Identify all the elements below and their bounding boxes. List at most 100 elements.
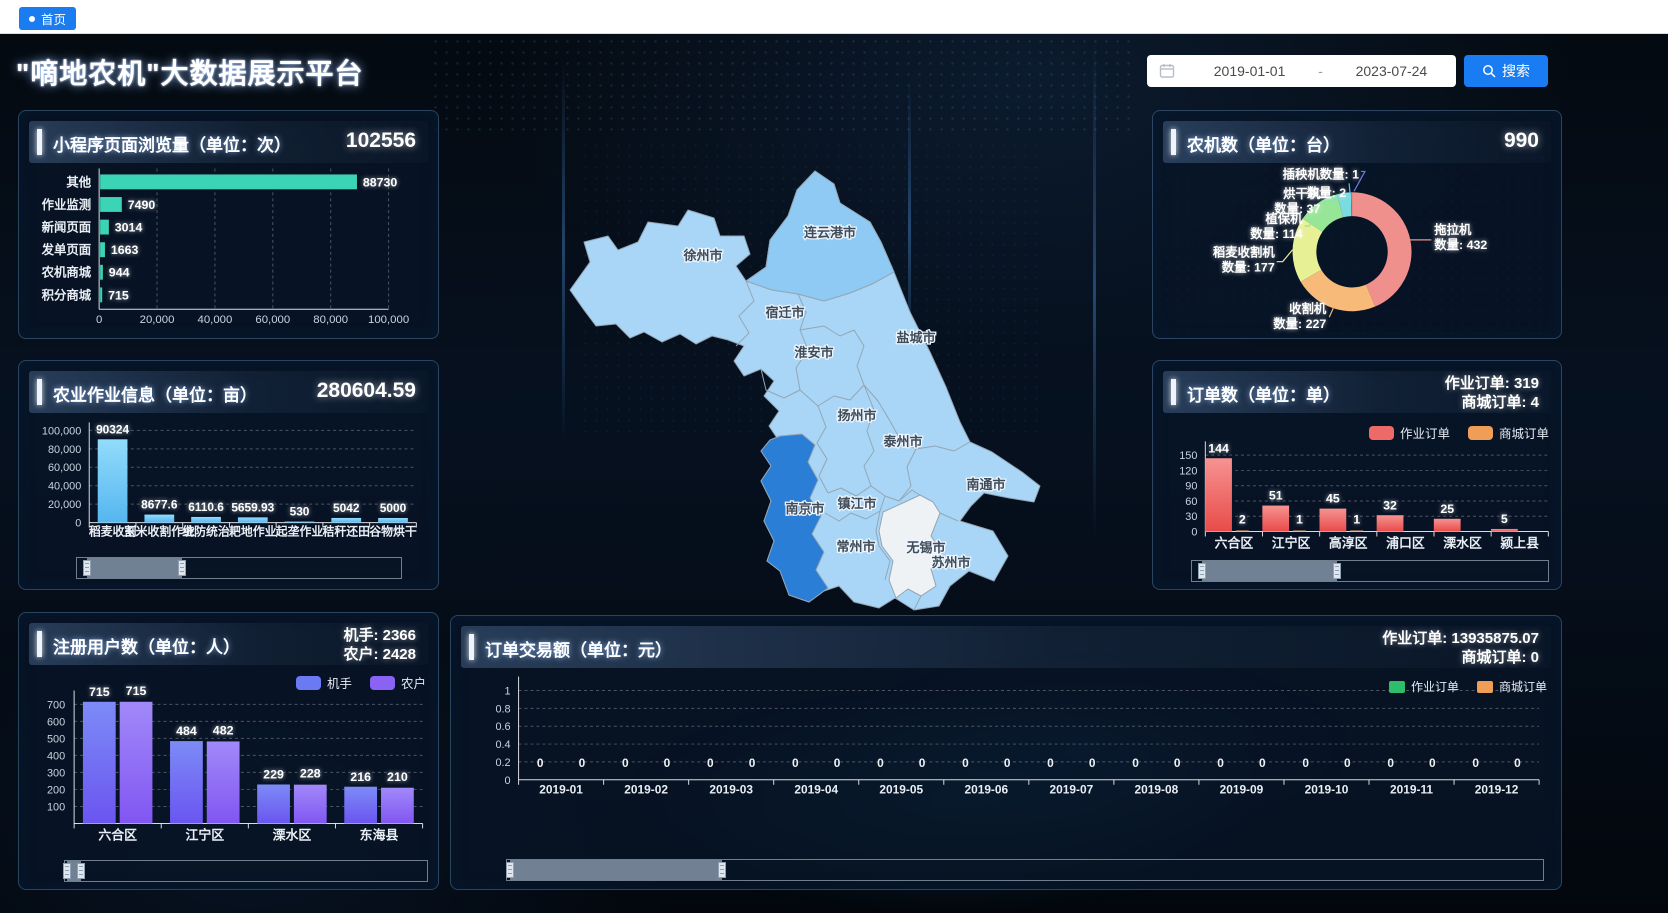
svg-text:6110.6: 6110.6: [188, 500, 224, 514]
datazoom-slider[interactable]: [76, 557, 402, 579]
svg-text:7490: 7490: [128, 198, 156, 212]
date-end-value[interactable]: 2023-07-24: [1355, 63, 1428, 79]
datazoom-slider[interactable]: [506, 859, 1544, 881]
datazoom-selection[interactable]: [83, 558, 186, 578]
date-start-value[interactable]: 2019-01-01: [1213, 63, 1286, 79]
svg-text:0: 0: [919, 756, 926, 770]
svg-text:耙地作业: 耙地作业: [229, 524, 277, 538]
panel-title: 农机数（单位：台）: [1187, 136, 1340, 155]
map-region-nanjing[interactable]: [760, 433, 829, 603]
svg-text:8677.6: 8677.6: [141, 498, 178, 512]
svg-text:2019-07: 2019-07: [1050, 783, 1094, 797]
svg-text:0: 0: [505, 775, 511, 787]
panel-totals: 机手: 2366 农户: 2428: [343, 626, 416, 664]
svg-text:715: 715: [126, 684, 147, 698]
datazoom-selection[interactable]: [506, 860, 726, 880]
header-accent: [37, 631, 42, 657]
map-region-lianyungang[interactable]: [745, 170, 895, 302]
svg-text:100,000: 100,000: [42, 425, 81, 437]
datazoom-handle-left[interactable]: [1198, 563, 1206, 579]
svg-text:300: 300: [47, 767, 65, 779]
legend-item-jishou[interactable]: 机手: [295, 673, 352, 692]
legend-swatch-icon: [1476, 680, 1493, 693]
svg-text:32: 32: [1383, 498, 1397, 512]
svg-text:216: 216: [350, 770, 371, 784]
svg-text:统防统治: 统防统治: [182, 524, 230, 538]
chart-legend: 作业订单 商城订单: [1368, 423, 1549, 442]
svg-text:新闻页面: 新闻页面: [42, 220, 92, 235]
bg-beam: [1093, 40, 1096, 540]
svg-text:0: 0: [664, 756, 671, 770]
legend-label: 作业订单: [1399, 427, 1450, 441]
svg-text:228: 228: [300, 767, 321, 781]
header-accent: [1171, 379, 1176, 405]
svg-text:210: 210: [387, 770, 408, 784]
svg-text:200: 200: [47, 784, 65, 796]
svg-text:溧水区: 溧水区: [273, 827, 312, 842]
svg-text:作业监测: 作业监测: [42, 197, 92, 212]
svg-text:0: 0: [962, 756, 969, 770]
svg-text:0.6: 0.6: [495, 721, 510, 733]
svg-text:江宁区: 江宁区: [1272, 535, 1311, 550]
tab-home[interactable]: 首页: [19, 7, 77, 30]
map-label-yangzhou: 扬州市: [837, 408, 876, 423]
svg-text:发单页面: 发单页面: [41, 242, 92, 257]
legend-label: 商城订单: [1498, 680, 1547, 694]
datazoom-handle-left[interactable]: [506, 862, 514, 878]
panel-page-views: 0 20,000 40,000 60,000 80,000 100,000 其他 88730 作…: [18, 110, 439, 339]
datazoom-handle-left[interactable]: [63, 863, 71, 879]
datazoom-selection[interactable]: [63, 861, 85, 881]
farm-work-chart: 0 20,000 40,000 60,000 80,000 100,000 90324 稻麦收…: [42, 422, 417, 538]
datazoom-selection[interactable]: [1198, 561, 1341, 581]
svg-text:2019-03: 2019-03: [709, 783, 753, 797]
legend-item-mall-orders[interactable]: 商城订单: [1467, 423, 1549, 442]
svg-text:拖拉机: 拖拉机: [1434, 222, 1472, 237]
map-label-yancheng: 盐城市: [896, 330, 935, 345]
legend-item-work-orders[interactable]: 作业订单: [1368, 423, 1450, 442]
legend-item-mall-orders[interactable]: 商城订单: [1476, 678, 1547, 695]
datazoom-handle-right[interactable]: [718, 862, 726, 878]
svg-text:0: 0: [1089, 756, 1096, 770]
svg-text:229: 229: [263, 768, 284, 782]
svg-text:0.2: 0.2: [495, 757, 510, 769]
total-line: 作业订单: 319: [1444, 375, 1539, 392]
map-label-changzhou: 常州市: [836, 539, 875, 554]
search-button[interactable]: 搜索: [1464, 55, 1548, 87]
svg-text:80,000: 80,000: [313, 314, 348, 326]
legend-item-work-orders[interactable]: 作业订单: [1388, 678, 1459, 695]
map-label-huaian: 淮安市: [793, 345, 833, 360]
svg-text:2019-08: 2019-08: [1135, 783, 1179, 797]
datazoom-slider[interactable]: [1191, 560, 1549, 582]
panel-title: 农业作业信息（单位：亩）: [53, 386, 257, 405]
chart-legend: 机手 农户: [295, 673, 426, 692]
svg-text:起垄作业: 起垄作业: [275, 524, 324, 538]
legend-swatch-icon: [1368, 425, 1394, 440]
svg-text:0: 0: [579, 756, 586, 770]
svg-text:5: 5: [1501, 512, 1508, 526]
datazoom-slider[interactable]: [63, 860, 428, 882]
svg-text:20,000: 20,000: [140, 314, 175, 326]
svg-text:1663: 1663: [111, 243, 139, 257]
map-region-wuxi[interactable]: [878, 494, 942, 599]
svg-text:60,000: 60,000: [255, 314, 290, 326]
svg-text:90: 90: [1185, 481, 1197, 493]
svg-text:六合区: 六合区: [1215, 535, 1254, 550]
header-accent: [1171, 129, 1176, 155]
datazoom-handle-right[interactable]: [178, 560, 186, 576]
page-views-chart: 0 20,000 40,000 60,000 80,000 100,000 其他 88730 作…: [41, 168, 409, 326]
panel-farm-work: 0 20,000 40,000 60,000 80,000 100,000 90324 稻麦收…: [18, 360, 439, 590]
datazoom-handle-right[interactable]: [1333, 563, 1341, 579]
header-accent: [37, 129, 42, 155]
calendar-icon: [1159, 64, 1175, 78]
datazoom-handle-right[interactable]: [77, 863, 85, 879]
datazoom-handle-left[interactable]: [83, 560, 91, 576]
svg-text:0: 0: [1217, 756, 1224, 770]
svg-text:400: 400: [47, 750, 65, 762]
date-range-input[interactable]: 2019-01-01 - 2023-07-24: [1147, 55, 1456, 87]
svg-text:2019-04: 2019-04: [794, 783, 838, 797]
svg-text:2019-02: 2019-02: [624, 783, 668, 797]
legend-item-nonghu[interactable]: 农户: [369, 673, 426, 692]
legend-label: 农户: [400, 677, 426, 691]
svg-text:5659.93: 5659.93: [231, 500, 274, 514]
panel-users: 100 200 300 400 500 600 700 715 715 六合区 484 482 江宁区 2…: [18, 612, 439, 890]
